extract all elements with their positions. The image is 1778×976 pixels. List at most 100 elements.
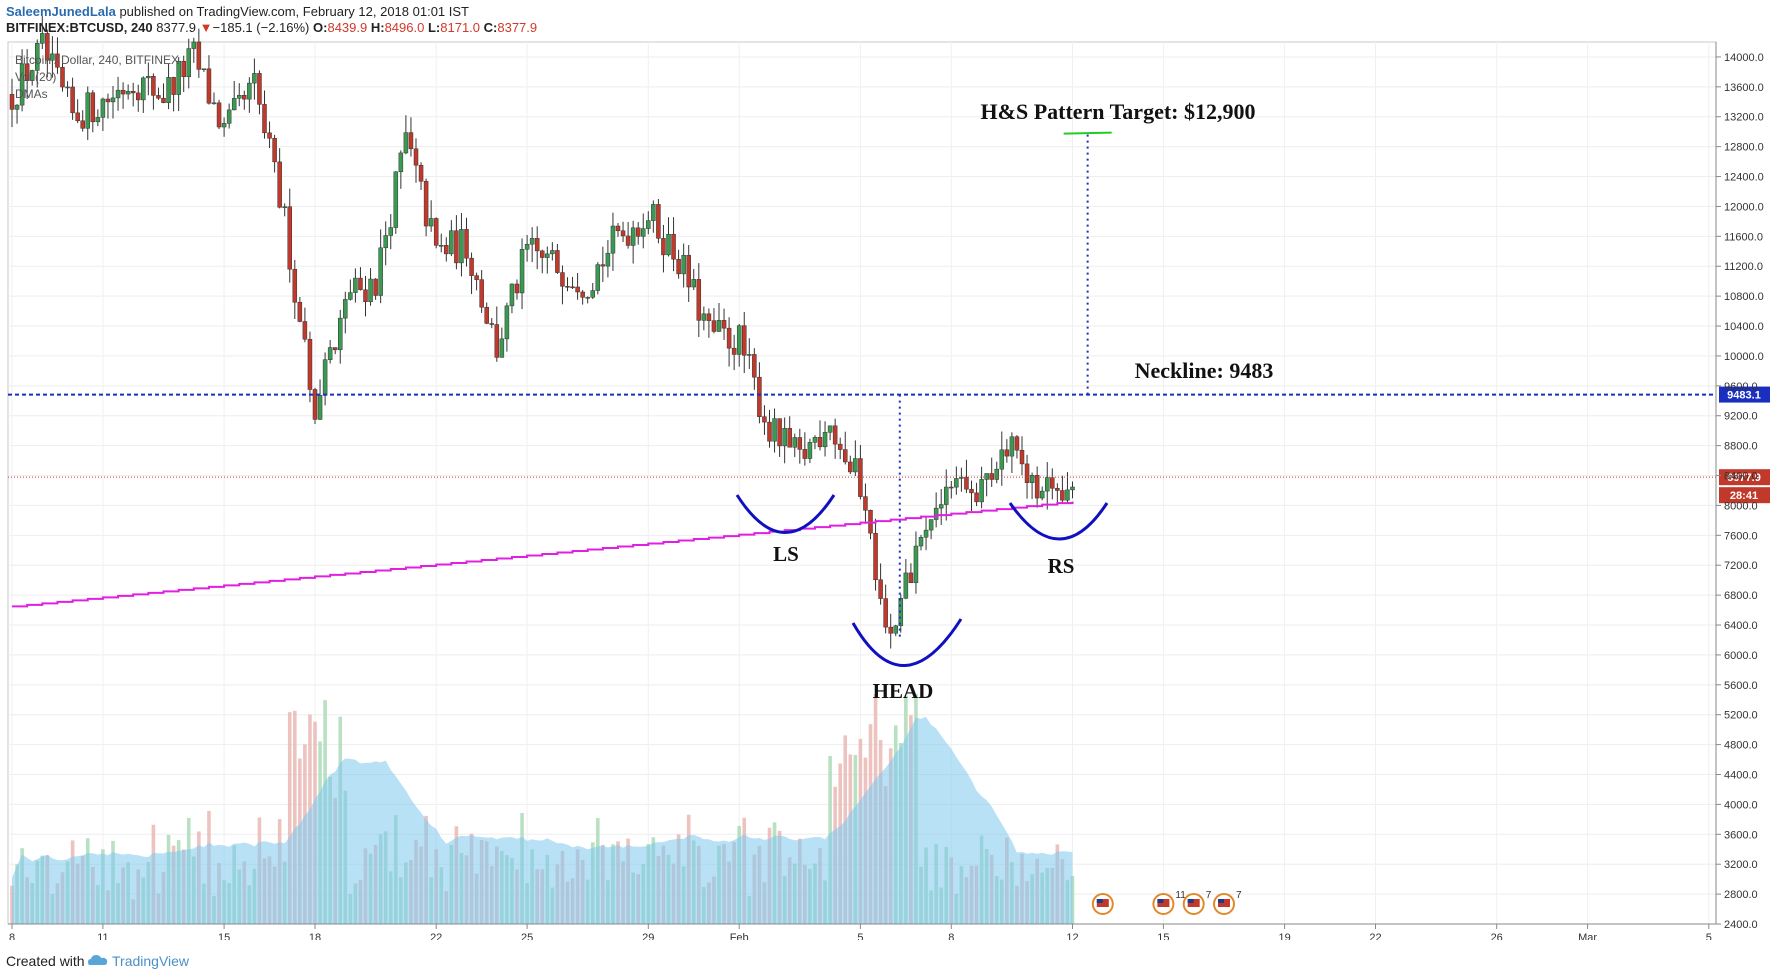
candle-down: [151, 76, 156, 96]
candle-down: [514, 283, 520, 294]
candle-down: [206, 68, 212, 104]
neckline-badge-bg: [1719, 386, 1770, 403]
candle-down: [570, 286, 575, 289]
candle-down: [272, 138, 277, 163]
candle-down: [832, 425, 838, 445]
x-tick-label: 8: [9, 932, 15, 940]
candle-down: [555, 250, 560, 273]
publish-info: published on TradingView.com, February 1…: [119, 4, 469, 19]
candle-up: [29, 70, 35, 81]
moving-average: [12, 501, 1074, 608]
candle-up: [630, 227, 636, 246]
candle-down: [1055, 488, 1060, 491]
candle-up: [378, 247, 383, 296]
candle-up: [247, 82, 252, 100]
candle-up: [343, 299, 348, 319]
candle-up: [681, 254, 686, 275]
candle-up: [913, 545, 919, 584]
event-flag-canton: [1096, 899, 1103, 903]
x-tick-label: 15: [218, 932, 230, 940]
candle-up: [398, 152, 404, 173]
x-tick-label: 15: [1157, 932, 1169, 940]
candle-down: [777, 418, 782, 447]
candle-up: [651, 204, 656, 221]
target-line: [1063, 131, 1112, 135]
candle-down: [1004, 449, 1010, 457]
y-tick-label: 8400.0: [1724, 471, 1758, 483]
x-tick-label: 19: [1278, 932, 1290, 940]
candle-down: [635, 227, 641, 237]
head-curve: [851, 618, 963, 667]
candle-up: [115, 89, 121, 99]
candle-up: [282, 206, 287, 208]
candle-up: [211, 102, 217, 105]
close-label: C:: [483, 20, 498, 35]
candle-up: [701, 313, 707, 321]
price-change: −185.1 (−2.16%): [212, 20, 310, 35]
candle-up: [590, 290, 595, 298]
tradingview-brand-link[interactable]: TradingView: [112, 953, 190, 969]
y-tick-label: 3200.0: [1724, 859, 1758, 871]
candle-down: [55, 53, 60, 68]
candle-up: [509, 283, 515, 307]
candle-up: [918, 536, 924, 547]
candle-up: [201, 68, 207, 71]
candle-up: [691, 279, 696, 288]
candle-down: [888, 626, 893, 634]
candle-down: [797, 437, 803, 450]
candle-up: [827, 425, 833, 433]
candle-up: [50, 53, 55, 61]
event-count: 7: [1206, 890, 1212, 901]
candle-down: [262, 104, 267, 134]
candle-down: [706, 313, 712, 321]
x-tick-label: 5: [1706, 932, 1712, 940]
candle-up: [928, 519, 934, 531]
ls-curve: [735, 494, 836, 534]
candle-down: [413, 148, 419, 166]
y-tick-label: 6000.0: [1724, 650, 1758, 662]
candle-down: [711, 320, 717, 332]
btc-chart[interactable]: H&S Pattern Target: $12,900 Neckline: 948…: [0, 0, 1778, 940]
low-label: L:: [427, 20, 441, 35]
candle-down: [878, 579, 883, 599]
candle-up: [646, 220, 651, 229]
x-tick-label: 26: [1491, 932, 1503, 940]
x-tick-label: Mar: [1578, 932, 1597, 940]
chart-legend: Bitcoin / Dollar, 240, BITFINEX Vol (20)…: [15, 53, 179, 101]
candle-up: [933, 507, 939, 520]
y-tick-label: 10400.0: [1724, 321, 1764, 333]
candle-down: [767, 421, 772, 442]
candle-down: [863, 496, 868, 511]
candle-down: [726, 327, 732, 349]
candle-down: [742, 325, 747, 356]
candle-up: [585, 297, 590, 299]
candle-up: [499, 338, 505, 358]
candle-up: [999, 449, 1005, 470]
time-axis[interactable]: 8 11 15 18 22 25 29 Feb 5 8 12 15 19 22 26 Mar 5: [8, 923, 1716, 940]
candle-up: [237, 94, 242, 99]
y-tick-label: 6800.0: [1724, 590, 1758, 602]
candle-up: [782, 428, 787, 447]
candle-up: [529, 238, 535, 245]
candle-up: [605, 252, 611, 267]
x-tick-label: 18: [309, 932, 321, 940]
candle-down: [489, 323, 494, 325]
candle-up: [383, 235, 388, 249]
candle-down: [75, 112, 80, 122]
neckline-badge: 9483.1: [1727, 390, 1761, 402]
candle-up: [545, 253, 550, 258]
candle-down: [540, 250, 545, 258]
y-tick-label: 11200.0: [1724, 261, 1763, 273]
candle-up: [353, 277, 358, 293]
candle-up: [1070, 486, 1075, 491]
target-label: H&S Pattern Target: $12,900: [981, 99, 1256, 124]
author-name[interactable]: SaleemJunedLala: [6, 4, 116, 19]
candle-down: [161, 97, 166, 103]
rs-label: RS: [1048, 554, 1075, 578]
candle-up: [903, 572, 909, 599]
candle-down: [843, 449, 848, 463]
last-price-badge-bg: [1719, 469, 1770, 486]
price-axis[interactable]: 14000.0 13600.0 13200.0 12800.0 12400.0 12000…: [1715, 42, 1764, 931]
ls-label: LS: [773, 542, 799, 566]
y-tick-label: 10800.0: [1724, 291, 1764, 303]
